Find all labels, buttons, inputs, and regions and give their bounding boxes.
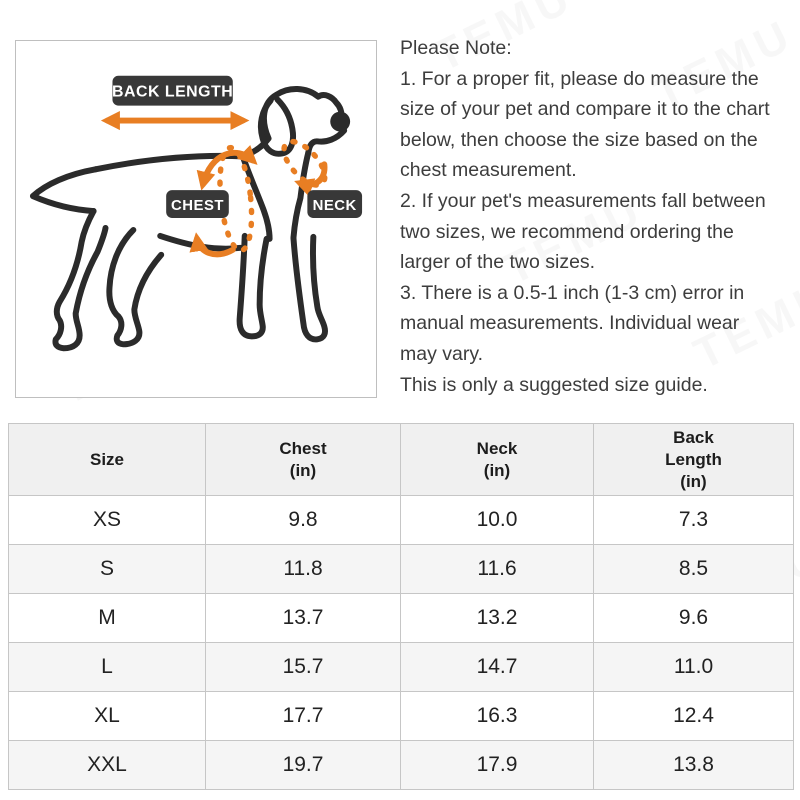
- notes-title: Please Note:: [400, 37, 512, 59]
- measurement-annotations: [100, 111, 328, 258]
- neck-cell: 17.9: [400, 740, 594, 790]
- table-row-m: M 13.7 13.2 9.6: [8, 593, 794, 643]
- chest-cell: 15.7: [205, 642, 401, 692]
- back-length-cell: 8.5: [593, 544, 794, 594]
- size-cell: S: [8, 544, 206, 594]
- size-cell: XL: [8, 691, 206, 741]
- neck-cell: 10.0: [400, 495, 594, 545]
- chest-cell: 13.7: [205, 593, 401, 643]
- neck-cell: 11.6: [400, 544, 594, 594]
- col-header-size: Size: [8, 423, 206, 496]
- chest-label: CHEST: [171, 198, 224, 214]
- neck-arrow: [294, 161, 328, 197]
- note-item-2: 2. If your pet's measurements fall betwe…: [400, 189, 766, 274]
- dog-nose: [330, 111, 351, 132]
- size-cell: XXL: [8, 740, 206, 790]
- col-header-back-length: Back Length (in): [593, 423, 794, 496]
- table-row-l: L 15.7 14.7 11.0: [8, 642, 794, 692]
- note-item-3: 3. There is a 0.5-1 inch (1-3 cm) error …: [400, 281, 745, 365]
- neck-label-bg: [307, 190, 363, 219]
- chest-bottom-arrow: [189, 232, 236, 258]
- diagram-labels: BACK LENGTH CHEST NECK: [112, 75, 363, 219]
- table-row-s: S 11.8 11.6 8.5: [8, 544, 794, 594]
- neck-cell: 13.2: [400, 593, 594, 643]
- size-chart-table: Size Chest (in) Neck (in) Back Length (i…: [8, 423, 794, 790]
- neck-measure-ellipse: [281, 138, 328, 188]
- dog-diagram-svg: BACK LENGTH CHEST NECK: [29, 75, 363, 352]
- neck-cell: 16.3: [400, 691, 594, 741]
- col-header-neck: Neck (in): [400, 423, 594, 496]
- table-row-xl: XL 17.7 16.3 12.4: [8, 691, 794, 741]
- note-item-1: 1. For a proper fit, please do measure t…: [400, 67, 770, 182]
- size-cell: L: [8, 642, 206, 692]
- table-row-xxl: XXL 19.7 17.9 13.8: [8, 740, 794, 790]
- neck-label: NECK: [313, 198, 357, 214]
- back-length-label: BACK LENGTH: [112, 84, 233, 101]
- table-row-xs: XS 9.8 10.0 7.3: [8, 495, 794, 545]
- back-length-cell: 7.3: [593, 495, 794, 545]
- notes-section: Please Note: 1. For a proper fit, please…: [400, 33, 798, 400]
- back-length-cell: 9.6: [593, 593, 794, 643]
- back-length-label-bg: [112, 75, 233, 106]
- size-cell: XS: [8, 495, 206, 545]
- chest-cell: 19.7: [205, 740, 401, 790]
- back-length-cell: 13.8: [593, 740, 794, 790]
- dog-outline: [29, 85, 351, 352]
- back-length-cell: 12.4: [593, 691, 794, 741]
- header-row: Size Chest (in) Neck (in) Back Length (i…: [8, 423, 794, 496]
- chest-top-arrow: [196, 144, 258, 191]
- chest-cell: 9.8: [205, 495, 401, 545]
- col-header-chest: Chest (in): [205, 423, 401, 496]
- measurement-diagram-box: BACK LENGTH CHEST NECK: [15, 40, 377, 398]
- chest-cell: 17.7: [205, 691, 401, 741]
- chest-label-bg: [166, 190, 229, 219]
- size-cell: M: [8, 593, 206, 643]
- note-item-4: This is only a suggested size guide.: [400, 373, 708, 396]
- back-length-cell: 11.0: [593, 642, 794, 692]
- neck-cell: 14.7: [400, 642, 594, 692]
- chest-cell: 11.8: [205, 544, 401, 594]
